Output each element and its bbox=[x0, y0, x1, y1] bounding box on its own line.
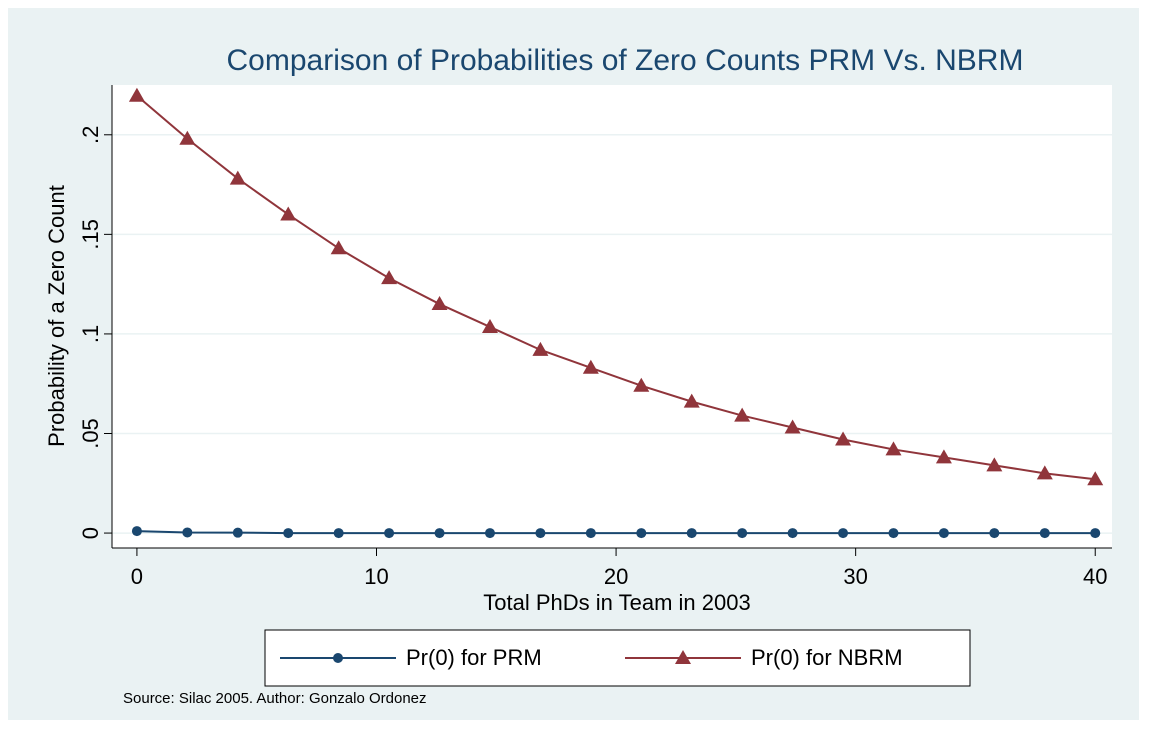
x-tick-label: 30 bbox=[843, 564, 867, 589]
x-axis-label: Total PhDs in Team in 2003 bbox=[483, 590, 750, 615]
series-line bbox=[136, 530, 1096, 535]
data-point bbox=[283, 528, 294, 539]
y-tick-label: 0 bbox=[78, 527, 103, 539]
data-point bbox=[1039, 528, 1050, 539]
data-point bbox=[280, 206, 297, 221]
series-line bbox=[136, 94, 1096, 481]
data-point bbox=[330, 240, 347, 255]
data-point bbox=[835, 431, 852, 446]
data-point bbox=[989, 528, 1000, 539]
data-point bbox=[431, 296, 448, 311]
chart-title: Comparison of Probabilities of Zero Coun… bbox=[227, 44, 1024, 77]
data-point bbox=[333, 528, 344, 539]
y-tick-label: .2 bbox=[78, 126, 103, 144]
x-tick-label: 10 bbox=[364, 564, 388, 589]
data-point bbox=[633, 377, 650, 392]
data-point bbox=[885, 441, 902, 456]
data-point bbox=[1087, 471, 1104, 486]
x-tick-label: 40 bbox=[1083, 564, 1107, 589]
legend-label: Pr(0) for NBRM bbox=[751, 645, 903, 670]
data-point bbox=[484, 528, 495, 539]
data-point bbox=[636, 528, 647, 539]
data-point bbox=[582, 359, 599, 374]
data-point bbox=[737, 528, 748, 539]
y-tick-label: .15 bbox=[78, 219, 103, 250]
legend-marker bbox=[675, 650, 691, 664]
data-point bbox=[384, 528, 395, 539]
data-point bbox=[229, 170, 246, 185]
data-point bbox=[734, 407, 751, 422]
data-point bbox=[481, 318, 498, 333]
x-tick-label: 0 bbox=[131, 564, 143, 589]
data-point bbox=[535, 528, 546, 539]
data-point bbox=[1090, 528, 1101, 539]
data-point bbox=[434, 528, 445, 539]
y-tick-label: .1 bbox=[78, 325, 103, 343]
y-axis-label: Probability of a Zero Count bbox=[44, 185, 69, 447]
data-point bbox=[784, 419, 801, 434]
legend-marker bbox=[333, 653, 343, 663]
data-point bbox=[935, 449, 952, 464]
data-point bbox=[1036, 465, 1053, 480]
legend-label: Pr(0) for PRM bbox=[406, 645, 542, 670]
data-point bbox=[381, 270, 398, 285]
data-point bbox=[232, 527, 243, 538]
data-point bbox=[938, 528, 949, 539]
note: Source: Silac 2005. Author: Gonzalo Ordo… bbox=[123, 690, 427, 707]
data-point bbox=[182, 527, 193, 538]
data-point bbox=[683, 393, 700, 408]
y-tick-label: .05 bbox=[78, 418, 103, 449]
data-point bbox=[787, 528, 798, 539]
data-point bbox=[131, 526, 142, 537]
data-point bbox=[128, 87, 145, 102]
data-point bbox=[888, 528, 899, 539]
data-point bbox=[179, 130, 196, 145]
data-point bbox=[585, 528, 596, 539]
data-point bbox=[686, 528, 697, 539]
data-point bbox=[986, 457, 1003, 472]
x-tick-label: 20 bbox=[604, 564, 628, 589]
data-point bbox=[532, 341, 549, 356]
plot-background bbox=[112, 85, 1112, 548]
data-point bbox=[838, 528, 849, 539]
